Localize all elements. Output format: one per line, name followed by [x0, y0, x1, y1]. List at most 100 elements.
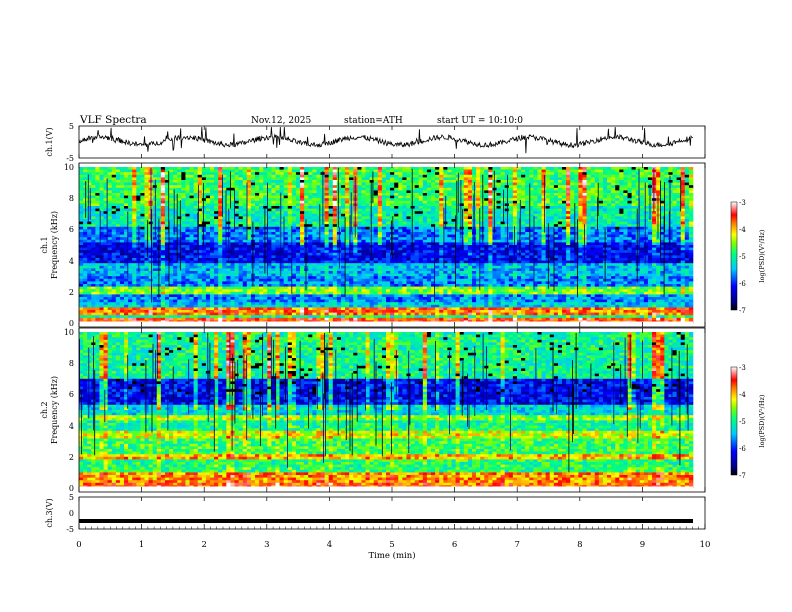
spectrogram-cell: [390, 245, 394, 248]
spectrogram-cell: [99, 193, 103, 196]
spectrogram-cell: [292, 201, 296, 204]
spectrogram-cell: [451, 172, 455, 175]
spectrogram-cell: [263, 196, 267, 199]
spectrogram-cell: [329, 206, 333, 209]
spectrogram-cell: [312, 183, 316, 186]
spectrogram-cell: [427, 188, 431, 191]
spectrogram-cell: [525, 211, 529, 214]
spectrogram-cell: [427, 172, 431, 175]
spectrogram-cell: [153, 193, 157, 196]
spectrogram-cell: [300, 206, 304, 209]
spectrogram-cell: [513, 232, 517, 235]
spectrogram-cell: [484, 237, 488, 240]
spectrogram-cell: [243, 237, 247, 240]
spectrogram-cell: [140, 196, 144, 199]
spectrogram-cell: [578, 203, 582, 206]
spectrogram-cell: [288, 222, 292, 225]
spectrogram-cell: [402, 227, 406, 230]
spectrogram-cell: [689, 193, 693, 196]
spectrogram-cell: [263, 214, 267, 217]
spectrogram-cell: [517, 240, 521, 243]
spectrogram-cell: [582, 214, 586, 217]
spectrogram-cell: [210, 211, 214, 214]
spectrogram-cell: [308, 216, 312, 219]
spectrogram-cell: [255, 170, 259, 173]
spectrogram-cell: [628, 206, 632, 209]
spectrogram-cell: [423, 214, 427, 217]
spectrogram-cell: [550, 201, 554, 204]
spectrogram-cell: [271, 188, 275, 191]
spectrogram-cell: [509, 216, 513, 219]
spectrogram-cell: [153, 175, 157, 178]
spectrogram-cell: [681, 170, 685, 173]
spectrogram-cell: [263, 190, 267, 193]
spectrogram-cell: [517, 209, 521, 212]
spectrogram-cell: [505, 193, 509, 196]
spectrogram-cell: [406, 190, 410, 193]
spectrogram-cell: [423, 248, 427, 251]
spectrogram-cell: [218, 201, 222, 204]
spectrogram-cell: [333, 250, 337, 253]
spectrogram-cell: [378, 209, 382, 212]
spectrogram-cell: [124, 190, 128, 193]
spectrogram-cell: [566, 201, 570, 204]
spectrogram-cell: [120, 232, 124, 235]
spectrogram-cell: [136, 201, 140, 204]
spectrogram-cell: [435, 196, 439, 199]
spectrogram-cell: [108, 177, 112, 180]
spectrogram-cell: [521, 216, 525, 219]
spectrogram-cell: [116, 229, 120, 232]
spectrogram-cell: [595, 235, 599, 238]
spectrogram-cell: [587, 198, 591, 201]
spectrogram-cell: [464, 245, 468, 248]
spectrogram-cell: [419, 222, 423, 225]
spectrogram-cell: [243, 240, 247, 243]
spectrogram-cell: [239, 232, 243, 235]
spectrogram-cell: [411, 188, 415, 191]
spectrogram-cell: [116, 198, 120, 201]
spectrogram-cell: [128, 240, 132, 243]
spectrogram-cell: [243, 188, 247, 191]
spectrogram-cell: [337, 190, 341, 193]
spectrogram-cell: [677, 229, 681, 232]
spectrogram-cell: [370, 232, 374, 235]
spectrogram-cell: [132, 253, 136, 256]
spectrogram-cell: [144, 227, 148, 230]
spectrogram-cell: [243, 250, 247, 253]
spectrogram-cell: [525, 201, 529, 204]
spectrogram-cell: [304, 177, 308, 180]
spectrogram-cell: [582, 203, 586, 206]
spectrogram-cell: [169, 214, 173, 217]
spectrogram-cell: [435, 209, 439, 212]
spectrogram-cell: [185, 185, 189, 188]
spectrogram-cell: [243, 175, 247, 178]
spectrogram-cell: [206, 183, 210, 186]
spectrogram-cell: [423, 170, 427, 173]
spectrogram-cell: [243, 206, 247, 209]
spectrogram-cell: [333, 206, 337, 209]
spectrogram-cell: [353, 248, 357, 251]
spectrogram-cell: [505, 180, 509, 183]
spectrogram-cell: [144, 167, 148, 170]
spectrogram-cell: [484, 235, 488, 238]
spectrogram-cell: [480, 183, 484, 186]
spectrogram-cell: [132, 190, 136, 193]
spectrogram-cell: [591, 183, 595, 186]
spectrogram-cell: [280, 198, 284, 201]
spectrogram-cell: [595, 229, 599, 232]
spectrogram-cell: [603, 172, 607, 175]
spectrogram-cell: [345, 183, 349, 186]
spectrogram-cell: [394, 227, 398, 230]
spectrogram-cell: [239, 242, 243, 245]
spectrogram-cell: [185, 224, 189, 227]
spectrogram-cell: [644, 190, 648, 193]
spectrogram-cell: [513, 170, 517, 173]
spectrogram-cell: [361, 185, 365, 188]
spectrogram-cell: [181, 180, 185, 183]
spectrogram-cell: [533, 180, 537, 183]
spectrogram-cell: [116, 193, 120, 196]
spectrogram-cell: [337, 203, 341, 206]
spectrogram-cell: [239, 172, 243, 175]
spectrogram-cell: [439, 209, 443, 212]
spectrogram-cell: [439, 203, 443, 206]
